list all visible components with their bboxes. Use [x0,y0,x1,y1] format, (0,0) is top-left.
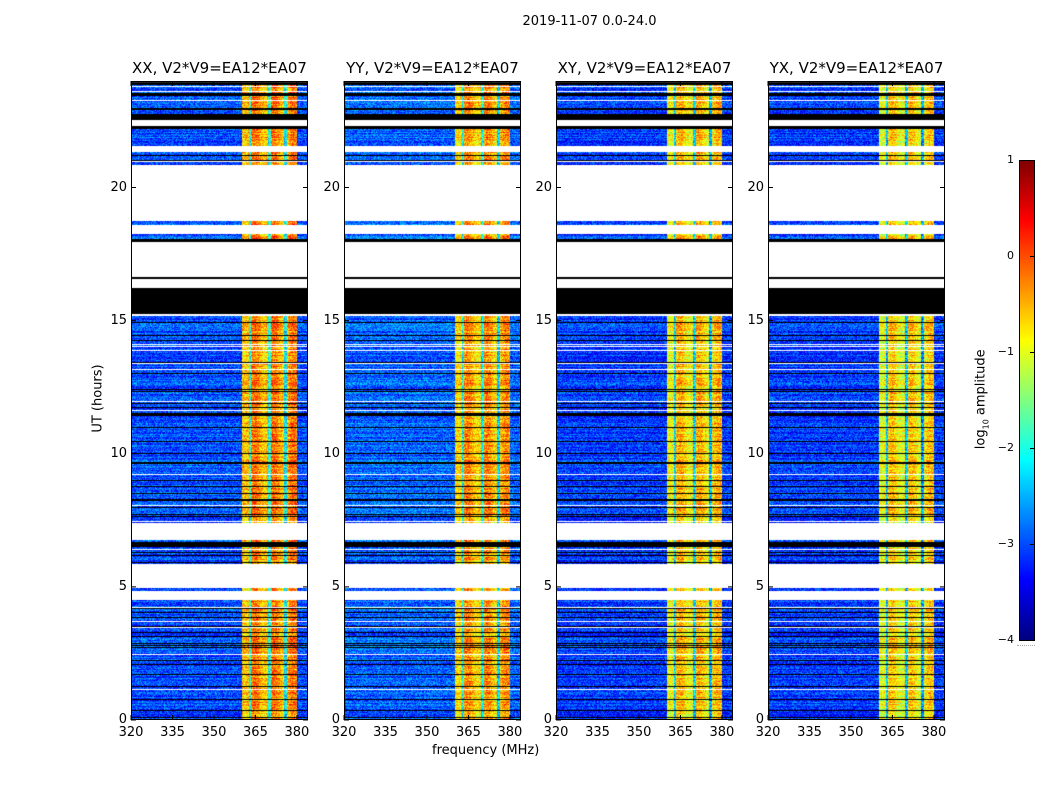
x-tick-label: 320 [755,725,781,740]
colorbar-tick-label: 1 [1007,153,1014,166]
colorbar-tick-label: −4 [997,633,1014,646]
x-tick-label: 365 [668,725,693,740]
y-tick-label: 20 [323,179,340,195]
panel-axes [555,81,733,721]
y-tick-label: 20 [110,179,127,195]
x-tick-label: 380 [497,725,523,740]
colorbar-tick-label: −1 [997,345,1014,358]
x-tick-label: 380 [921,725,947,740]
y-tick-label: 10 [323,445,340,461]
y-tick-label: 15 [323,312,340,328]
y-tick-label: 5 [331,578,340,594]
x-tick-label: 365 [243,725,268,740]
y-tick-label: 5 [118,578,127,594]
colorbar-tick-label: 0 [1007,249,1014,262]
y-tick-label: 0 [331,712,340,727]
figure-title: 2019-11-07 0.0-24.0 [522,14,657,29]
panel-frame [556,81,733,720]
panel-title: XY, V2*V9=EA12*EA07 [557,59,732,77]
y-tick-label: 0 [755,712,764,727]
panel-title: XX, V2*V9=EA12*EA07 [132,59,307,77]
x-tick-label: 365 [456,725,481,740]
colorbar-label-log: log [973,429,989,450]
panel-frame [131,81,308,720]
colorbar-extension [1017,645,1035,646]
colorbar-label-amplitude: amplitude [973,349,989,420]
y-tick-label: 10 [747,445,764,461]
x-tick-label: 320 [331,725,357,740]
y-tick-label: 0 [118,712,127,727]
x-tick-label: 335 [585,725,610,740]
colorbar-frame [1019,160,1035,641]
y-tick-label: 20 [535,179,552,195]
colorbar [1019,160,1035,641]
panel-axes [343,81,521,721]
x-tick-label: 320 [118,725,144,740]
y-tick-label: 0 [543,712,552,727]
spectrogram-yy [344,81,521,720]
y-tick-label: 20 [747,179,764,195]
x-tick-label: 320 [543,725,569,740]
panel-axes [130,81,308,721]
colorbar-label-subscript: 10 [981,419,991,430]
spectrogram-xx [131,81,308,720]
colorbar-tick-mark [1030,448,1034,449]
spectrogram-yx [768,81,945,720]
x-tick-label: 350 [414,725,440,740]
colorbar-tick-label: −3 [997,537,1014,550]
colorbar-tick-mark [1030,160,1034,161]
colorbar-tick-mark [1030,256,1034,257]
colorbar-tick-mark [1030,544,1034,545]
panel-axes [767,81,945,721]
colorbar-tick-mark [1030,640,1034,641]
x-tick-label: 335 [160,725,185,740]
y-tick-label: 10 [110,445,127,461]
y-tick-label: 15 [535,312,552,328]
colorbar-label: log10 amplitude [974,339,991,459]
panel-frame [768,81,945,720]
panel-frame [344,81,521,720]
y-tick-label: 10 [535,445,552,461]
x-tick-label: 350 [626,725,652,740]
colorbar-gradient [1019,160,1034,640]
spectrogram-xy [556,81,733,720]
panel-title: YX, V2*V9=EA12*EA07 [769,59,944,77]
x-tick-label: 380 [709,725,735,740]
y-tick-label: 15 [747,312,764,328]
x-tick-label: 350 [838,725,864,740]
x-axis-label: frequency (MHz) [432,743,540,758]
x-tick-label: 380 [284,725,310,740]
x-tick-label: 335 [797,725,822,740]
y-axis-label: UT (hours) [90,364,106,433]
y-tick-label: 5 [543,578,552,594]
x-tick-label: 365 [880,725,905,740]
y-tick-label: 15 [110,312,127,328]
x-tick-label: 335 [373,725,398,740]
panel-title: YY, V2*V9=EA12*EA07 [346,59,519,77]
x-tick-label: 350 [201,725,227,740]
colorbar-tick-mark [1030,352,1034,353]
colorbar-tick-label: −2 [997,441,1014,454]
y-tick-label: 5 [755,578,764,594]
